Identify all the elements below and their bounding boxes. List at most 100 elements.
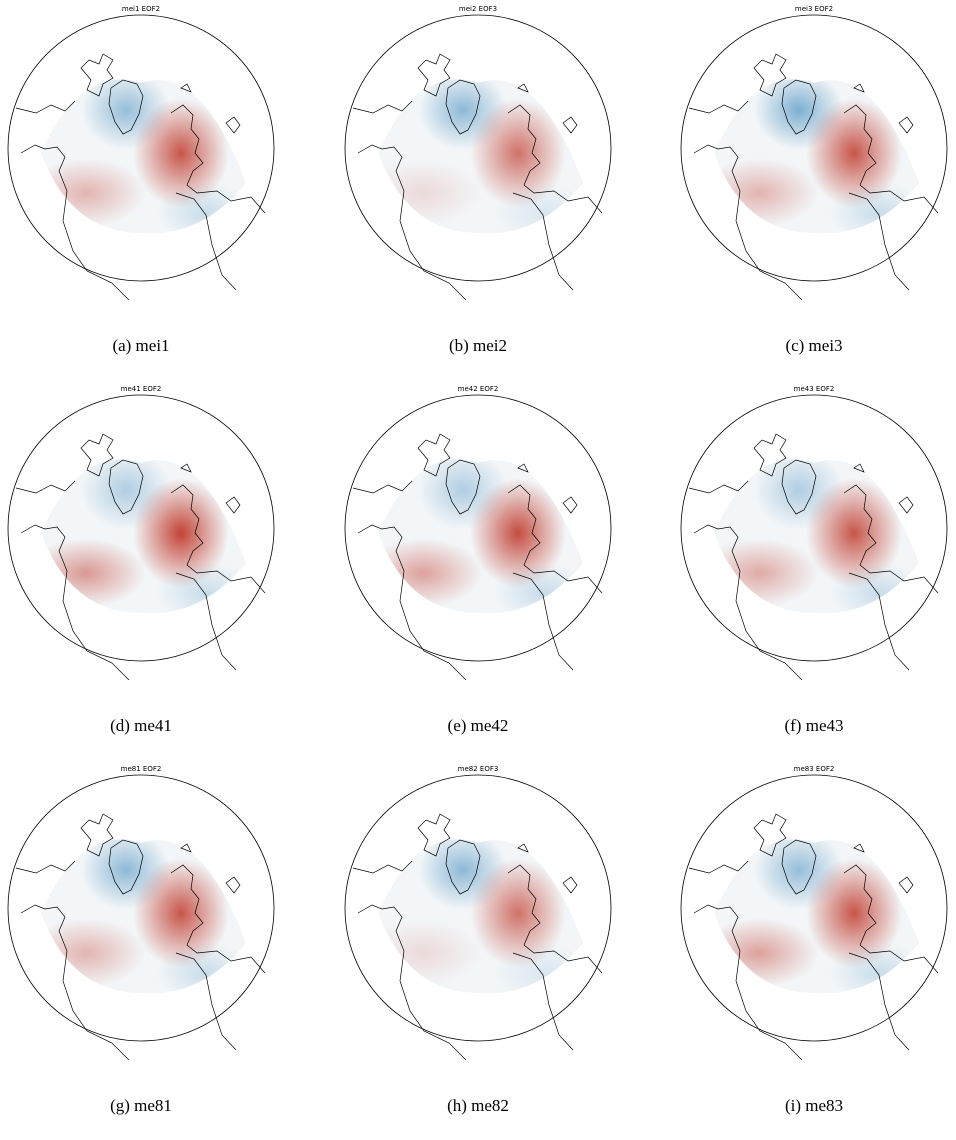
- arctic-islands-coastline: [80, 813, 114, 857]
- polar-map: [344, 394, 612, 680]
- arctic-islands-coastline: [753, 813, 787, 857]
- anomaly-field: [41, 459, 246, 614]
- panel-title: mei2 EOF3: [458, 5, 498, 13]
- panel-title: me42 EOF2: [457, 385, 499, 393]
- panel-caption: (a) mei1: [112, 336, 170, 355]
- north-america-coastline: [15, 860, 130, 1060]
- anomaly-field: [41, 79, 246, 234]
- atlantic-red-anomaly: [714, 918, 819, 988]
- north-america-coastline: [688, 480, 803, 680]
- anomaly-field: [714, 459, 919, 614]
- anomaly-field: [41, 839, 246, 994]
- arctic-islands-coastline: [417, 813, 451, 857]
- island-coastline: [180, 83, 241, 134]
- europe-coastline: [507, 864, 603, 974]
- arctic-islands-coastline: [753, 433, 787, 477]
- polar-map: [344, 14, 612, 300]
- north-america-coastline: [352, 480, 467, 680]
- europe-red-anomaly: [133, 478, 229, 588]
- map-boundary: [344, 774, 612, 1042]
- atlantic-red-anomaly: [378, 158, 483, 228]
- island-coastline: [853, 843, 914, 894]
- anomaly-field: [714, 839, 919, 994]
- north-america-coastline: [688, 100, 803, 300]
- map-panel: mei1 EOF2 (a) mei1: [0, 0, 318, 380]
- europe-red-anomaly: [806, 98, 902, 208]
- map-boundary: [680, 774, 948, 1042]
- anomaly-field: [378, 79, 583, 234]
- map-panel: me81 EOF2 (g) me81: [0, 760, 318, 1140]
- north-america-coastline: [688, 860, 803, 1060]
- africa-coastline: [848, 572, 910, 671]
- map-boundary: [680, 394, 948, 662]
- atlantic-red-anomaly: [714, 158, 819, 228]
- polar-map: [7, 394, 275, 680]
- polar-map: [7, 774, 275, 1060]
- africa-coastline: [175, 572, 237, 671]
- europe-coastline: [507, 104, 603, 214]
- panel-title: mei1 EOF2: [121, 5, 161, 13]
- map-panel: me42 EOF2 (e) me42: [337, 380, 655, 760]
- panel-title: mei3 EOF2: [794, 5, 834, 13]
- europe-coastline: [170, 484, 266, 594]
- greenland-coastline: [781, 459, 817, 515]
- europe-red-anomaly: [806, 478, 902, 588]
- greenland-coastline: [781, 839, 817, 895]
- map-panel: me83 EOF2 (i) me83: [673, 760, 956, 1140]
- polar-map: [680, 14, 948, 300]
- map-panel: me43 EOF2 (f) me43: [673, 380, 956, 760]
- europe-coastline: [843, 484, 939, 594]
- europe-coastline: [170, 864, 266, 974]
- africa-coastline: [175, 952, 237, 1051]
- europe-coastline: [507, 484, 603, 594]
- greenland-coastline: [108, 839, 144, 895]
- africa-coastline: [848, 952, 910, 1051]
- map-panel: me82 EOF3 (h) me82: [337, 760, 655, 1140]
- north-america-coastline: [15, 480, 130, 680]
- polar-map: [680, 774, 948, 1060]
- map-boundary: [7, 394, 275, 662]
- africa-coastline: [175, 192, 237, 291]
- panel-caption: (h) me82: [447, 1096, 509, 1115]
- panel-caption: (e) me42: [447, 716, 509, 735]
- panel-caption: (i) me83: [784, 1096, 844, 1115]
- greenland-coastline: [781, 79, 817, 135]
- north-america-coastline: [15, 100, 130, 300]
- polar-map: [680, 394, 948, 680]
- europe-coastline: [170, 104, 266, 214]
- panel-title: me81 EOF2: [120, 765, 162, 773]
- map-panel: mei3 EOF2 (c) mei3: [673, 0, 956, 380]
- arctic-islands-coastline: [753, 53, 787, 97]
- greenland-coastline: [445, 459, 481, 515]
- north-america-coastline: [352, 860, 467, 1060]
- island-coastline: [517, 843, 578, 894]
- map-boundary: [7, 774, 275, 1042]
- atlantic-red-anomaly: [714, 538, 819, 608]
- panel-title: me82 EOF3: [457, 765, 499, 773]
- island-coastline: [853, 463, 914, 514]
- europe-coastline: [843, 864, 939, 974]
- arctic-islands-coastline: [417, 53, 451, 97]
- panel-caption: (g) me81: [110, 1096, 172, 1115]
- africa-coastline: [512, 192, 574, 291]
- panel-caption: (d) me41: [110, 716, 172, 735]
- panel-title: me41 EOF2: [120, 385, 162, 393]
- atlantic-red-anomaly: [378, 918, 483, 988]
- island-coastline: [180, 843, 241, 894]
- island-coastline: [517, 83, 578, 134]
- map-boundary: [680, 14, 948, 282]
- map-boundary: [344, 394, 612, 662]
- island-coastline: [180, 463, 241, 514]
- north-america-coastline: [352, 100, 467, 300]
- panel-caption: (b) mei2: [448, 336, 508, 355]
- europe-red-anomaly: [806, 858, 902, 968]
- atlantic-red-anomaly: [41, 918, 146, 988]
- arctic-islands-coastline: [80, 53, 114, 97]
- panel-caption: (f) me43: [784, 716, 844, 735]
- arctic-islands-coastline: [80, 433, 114, 477]
- atlantic-red-anomaly: [378, 538, 483, 608]
- panel-title: me43 EOF2: [793, 385, 835, 393]
- europe-red-anomaly: [133, 858, 229, 968]
- panel-title: me83 EOF2: [793, 765, 835, 773]
- panel-caption: (c) mei3: [785, 336, 843, 355]
